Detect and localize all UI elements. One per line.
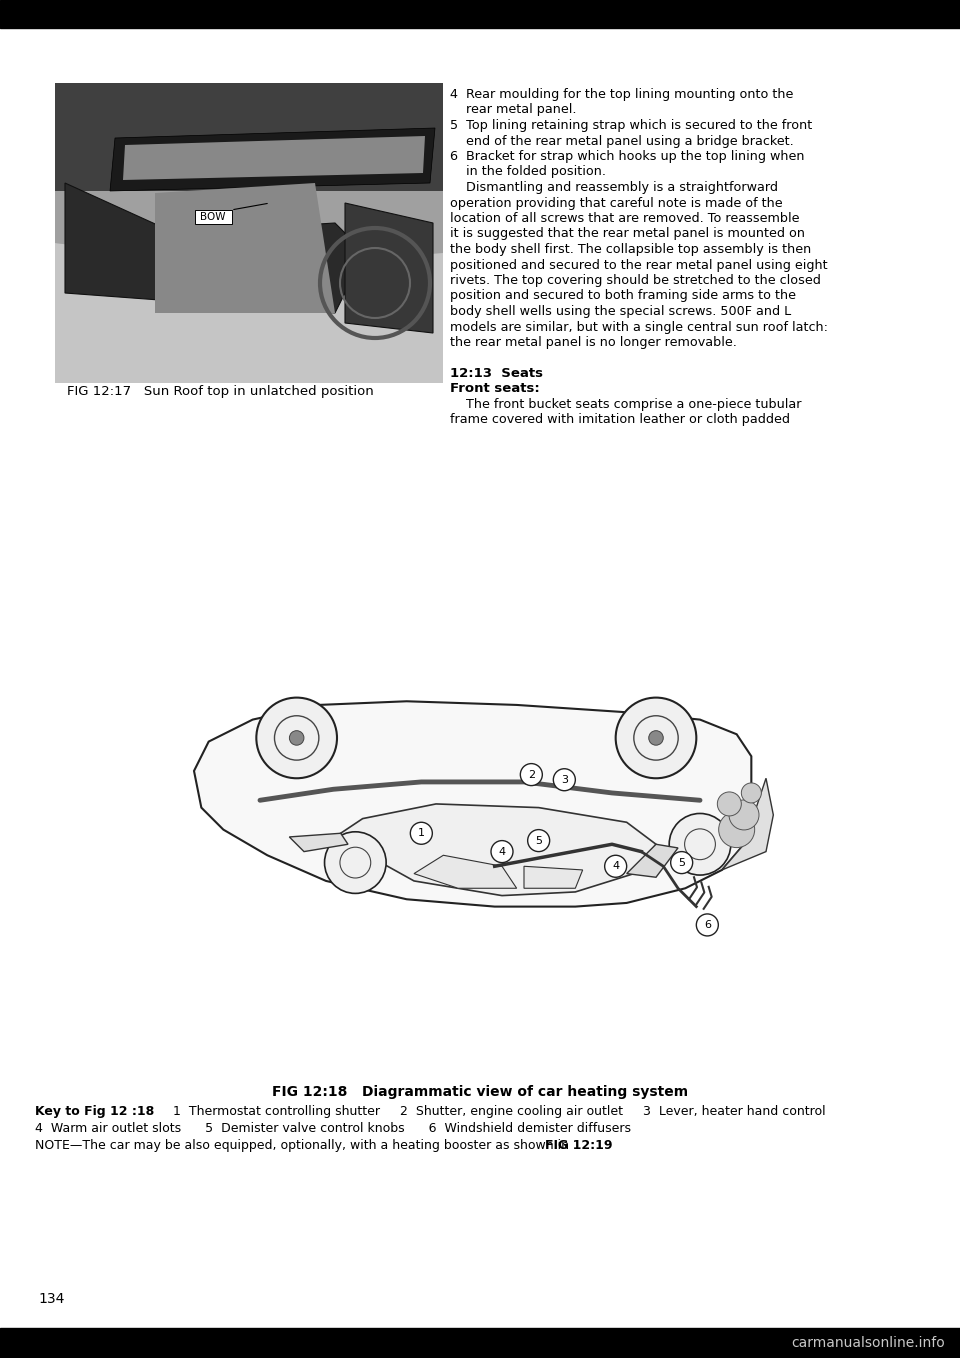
Polygon shape: [194, 701, 752, 907]
Text: Front seats:: Front seats:: [450, 383, 540, 395]
Text: frame covered with imitation leather or cloth padded: frame covered with imitation leather or …: [450, 413, 790, 426]
Circle shape: [671, 851, 693, 873]
Text: 5: 5: [535, 835, 542, 846]
Text: FIG 12:18   Diagrammatic view of car heating system: FIG 12:18 Diagrammatic view of car heati…: [272, 1085, 688, 1099]
Circle shape: [410, 822, 432, 845]
Circle shape: [741, 784, 761, 803]
Text: 5: 5: [678, 858, 685, 868]
Text: the body shell first. The collapsible top assembly is then: the body shell first. The collapsible to…: [450, 243, 811, 257]
Circle shape: [615, 698, 696, 778]
Polygon shape: [110, 128, 435, 191]
Polygon shape: [55, 191, 443, 268]
Text: rear metal panel.: rear metal panel.: [450, 103, 577, 117]
Text: 1: 1: [418, 828, 425, 838]
Text: 1  Thermostat controlling shutter     2  Shutter, engine cooling air outlet     : 1 Thermostat controlling shutter 2 Shutt…: [153, 1105, 826, 1118]
Circle shape: [275, 716, 319, 760]
Text: 5  Top lining retaining strap which is secured to the front: 5 Top lining retaining strap which is se…: [450, 120, 812, 132]
Text: positioned and secured to the rear metal panel using eight: positioned and secured to the rear metal…: [450, 258, 828, 272]
Text: 4: 4: [498, 846, 506, 857]
Circle shape: [289, 731, 304, 746]
Text: body shell wells using the special screws. 500F and L: body shell wells using the special screw…: [450, 306, 791, 318]
Circle shape: [605, 856, 627, 877]
Polygon shape: [627, 845, 678, 877]
Circle shape: [684, 828, 715, 860]
Circle shape: [528, 830, 550, 851]
Text: BOW: BOW: [201, 212, 226, 221]
Text: 4  Rear moulding for the top lining mounting onto the: 4 Rear moulding for the top lining mount…: [450, 88, 793, 100]
Text: carmanualsonline.info: carmanualsonline.info: [791, 1336, 945, 1350]
Circle shape: [256, 698, 337, 778]
Circle shape: [520, 763, 542, 785]
Text: FIG 12:17   Sun Roof top in unlatched position: FIG 12:17 Sun Roof top in unlatched posi…: [66, 386, 373, 398]
Polygon shape: [414, 856, 516, 888]
Circle shape: [729, 800, 759, 830]
Text: 6  Bracket for strap which hooks up the top lining when: 6 Bracket for strap which hooks up the t…: [450, 149, 804, 163]
Text: 6: 6: [704, 919, 710, 930]
Text: 4  Warm air outlet slots      5  Demister valve control knobs      6  Windshield: 4 Warm air outlet slots 5 Demister valve…: [35, 1122, 631, 1135]
Bar: [55, 83, 443, 193]
Text: Key to Fig 12 :18: Key to Fig 12 :18: [35, 1105, 155, 1118]
Text: the rear metal panel is no longer removable.: the rear metal panel is no longer remova…: [450, 335, 737, 349]
Circle shape: [696, 914, 718, 936]
Text: 4: 4: [612, 861, 619, 872]
Polygon shape: [65, 183, 365, 312]
Circle shape: [649, 731, 663, 746]
Circle shape: [634, 716, 678, 760]
Text: 12:13  Seats: 12:13 Seats: [450, 367, 543, 380]
Text: in the folded position.: in the folded position.: [450, 166, 606, 178]
Text: rivets. The top covering should be stretched to the closed: rivets. The top covering should be stret…: [450, 274, 821, 287]
Text: 2: 2: [528, 770, 535, 779]
Bar: [0, 1328, 960, 1358]
Bar: [0, 0, 960, 29]
Polygon shape: [155, 183, 335, 312]
Circle shape: [324, 832, 386, 894]
Polygon shape: [55, 234, 443, 383]
Text: location of all screws that are removed. To reassemble: location of all screws that are removed.…: [450, 212, 800, 225]
Text: FIG 12:19: FIG 12:19: [545, 1139, 612, 1152]
Text: operation providing that careful note is made of the: operation providing that careful note is…: [450, 197, 782, 209]
Polygon shape: [341, 804, 656, 895]
Text: models are similar, but with a single central sun roof latch:: models are similar, but with a single ce…: [450, 320, 828, 334]
Polygon shape: [123, 136, 425, 181]
Circle shape: [491, 841, 513, 862]
Polygon shape: [524, 866, 583, 888]
Circle shape: [717, 792, 741, 816]
Bar: [55, 83, 443, 383]
Circle shape: [553, 769, 575, 790]
Polygon shape: [289, 834, 348, 851]
Text: it is suggested that the rear metal panel is mounted on: it is suggested that the rear metal pane…: [450, 228, 805, 240]
Text: 134: 134: [38, 1291, 64, 1306]
Polygon shape: [722, 778, 774, 870]
Text: end of the rear metal panel using a bridge bracket.: end of the rear metal panel using a brid…: [450, 134, 794, 148]
Text: position and secured to both framing side arms to the: position and secured to both framing sid…: [450, 289, 796, 303]
Circle shape: [719, 812, 755, 847]
Text: 3: 3: [561, 774, 567, 785]
FancyBboxPatch shape: [195, 209, 231, 224]
Text: NOTE—The car may be also equipped, optionally, with a heating booster as shown i: NOTE—The car may be also equipped, optio…: [35, 1139, 573, 1152]
Text: Dismantling and reassembly is a straightforward: Dismantling and reassembly is a straight…: [450, 181, 778, 194]
Polygon shape: [345, 202, 433, 333]
Circle shape: [340, 847, 371, 879]
Circle shape: [669, 813, 731, 875]
Text: The front bucket seats comprise a one-piece tubular: The front bucket seats comprise a one-pi…: [450, 398, 802, 411]
